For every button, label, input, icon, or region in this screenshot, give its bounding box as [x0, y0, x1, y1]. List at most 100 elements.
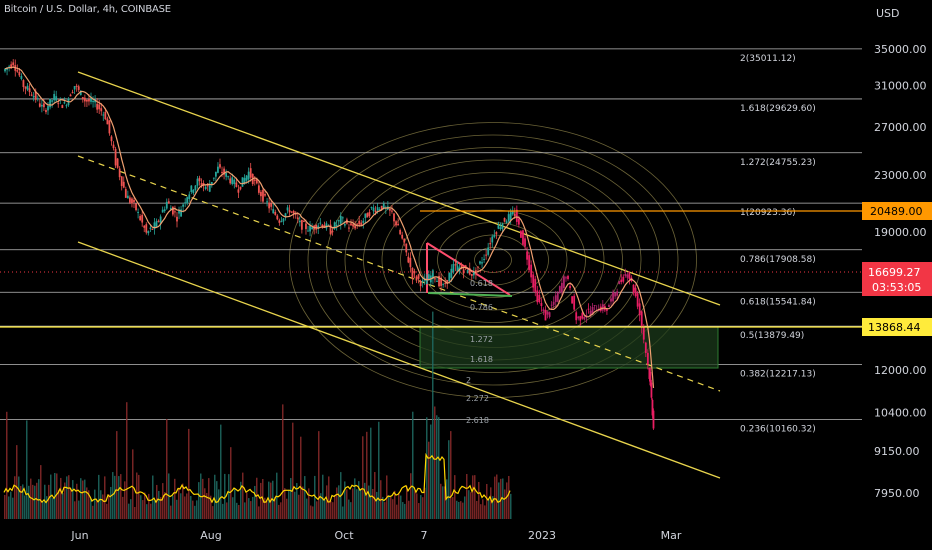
- candle-body: [366, 213, 369, 218]
- candle-body: [18, 71, 21, 76]
- candle-body: [511, 211, 514, 215]
- candle-body: [249, 168, 252, 178]
- candle-body: [372, 207, 375, 212]
- volume-bar: [134, 506, 136, 519]
- candle-body: [477, 266, 479, 268]
- volume-average-line: [3, 452, 511, 504]
- fib-label: 1.618(29629.60): [740, 104, 816, 114]
- candle-body: [260, 191, 262, 197]
- candle-body: [401, 234, 404, 239]
- x-tick-label: Oct: [334, 529, 354, 542]
- y-tick-label: 7950.00: [874, 487, 920, 500]
- candle-body: [339, 215, 342, 224]
- price-tag-red-text: 16699.27: [868, 266, 921, 279]
- candle-body: [204, 186, 207, 190]
- volume-bar: [402, 502, 404, 519]
- volume-bar: [94, 489, 96, 519]
- volume-bar: [378, 421, 380, 519]
- candle-body: [165, 201, 168, 209]
- volume-bar: [350, 502, 352, 519]
- volume-bar: [410, 473, 412, 519]
- candle-body: [419, 281, 422, 287]
- candle-body: [444, 282, 447, 284]
- x-axis-ticks: Jun Aug Oct 7 2023 Mar: [70, 529, 681, 542]
- volume-bar: [232, 497, 234, 519]
- price-tag-orange-text: 20489.00: [870, 205, 923, 218]
- volume-bar: [240, 481, 242, 519]
- volume-bar: [322, 474, 324, 519]
- volume-bar: [128, 503, 130, 519]
- volume-bar: [146, 504, 148, 519]
- volume-bar: [176, 499, 178, 519]
- volume-bar: [324, 500, 326, 519]
- volume-bar: [252, 496, 254, 519]
- candle-body: [188, 194, 191, 200]
- volume-bar: [142, 500, 144, 519]
- volume-bar: [470, 492, 472, 519]
- volume-bar: [120, 474, 122, 519]
- candle-body: [343, 224, 346, 226]
- volume-bar: [480, 504, 482, 519]
- candle-body: [147, 231, 150, 234]
- candle-body: [431, 270, 434, 279]
- volume-bar: [224, 473, 226, 519]
- candle-body: [503, 218, 506, 222]
- volume-bar: [198, 482, 200, 519]
- volume-bar: [56, 473, 58, 519]
- volume-bar: [450, 431, 452, 519]
- volume-bar: [466, 474, 468, 519]
- candle-body: [4, 68, 6, 72]
- candle-body: [325, 223, 328, 229]
- volume-bar: [436, 415, 438, 519]
- candle-body: [606, 308, 608, 311]
- volume-bar: [16, 445, 18, 519]
- candle-body: [358, 220, 361, 225]
- candle-body: [26, 85, 29, 90]
- candle-body: [286, 207, 289, 211]
- candle-body: [403, 238, 406, 243]
- volume-bar: [360, 489, 362, 519]
- fib-label: 2(35011.12): [740, 54, 796, 64]
- candle-body: [378, 209, 381, 211]
- volume-bar: [8, 496, 10, 519]
- candle-body: [98, 104, 101, 110]
- candle-body: [43, 103, 45, 108]
- fib-label: 0.618(15541.84): [740, 297, 816, 307]
- volume-bar: [28, 485, 30, 519]
- candle-body: [104, 111, 107, 120]
- fib-small-labels: 0.618 0.786 1.272 1.618 2 2.272 2.618: [466, 279, 493, 425]
- volume-bar: [218, 489, 220, 519]
- volume-bar: [174, 478, 176, 519]
- volume-bar: [44, 484, 46, 519]
- volume-bar: [182, 483, 184, 519]
- candle-body: [415, 276, 418, 281]
- candle-body: [493, 235, 496, 237]
- candle-body: [223, 168, 225, 175]
- candle-body: [644, 342, 647, 353]
- volume-bar: [458, 501, 460, 519]
- y-tick-label: 19000.00: [874, 226, 927, 239]
- candle-body: [253, 179, 256, 181]
- candle-body: [247, 171, 250, 180]
- volume-bar: [336, 487, 338, 519]
- volume-bar: [432, 311, 434, 519]
- candle-body: [61, 105, 64, 108]
- volume-bar: [246, 492, 248, 519]
- candle-body: [331, 231, 334, 233]
- candle-body: [294, 213, 297, 215]
- price-tag-red-countdown: 03:53:05: [872, 281, 921, 294]
- candle-body: [212, 177, 215, 179]
- volume-bar: [140, 495, 142, 519]
- candle-body: [624, 273, 627, 276]
- volume-bar: [96, 499, 98, 519]
- candle-body: [536, 290, 539, 303]
- fib-label: 0.382(12217.13): [740, 369, 816, 379]
- candle-body: [106, 118, 109, 125]
- candle-body: [335, 224, 338, 227]
- volume-bar: [78, 500, 80, 519]
- support-zone-box: [419, 326, 719, 369]
- fib-small-label: 1.618: [470, 355, 493, 364]
- volume-bar: [390, 496, 392, 519]
- volume-bar: [506, 482, 508, 519]
